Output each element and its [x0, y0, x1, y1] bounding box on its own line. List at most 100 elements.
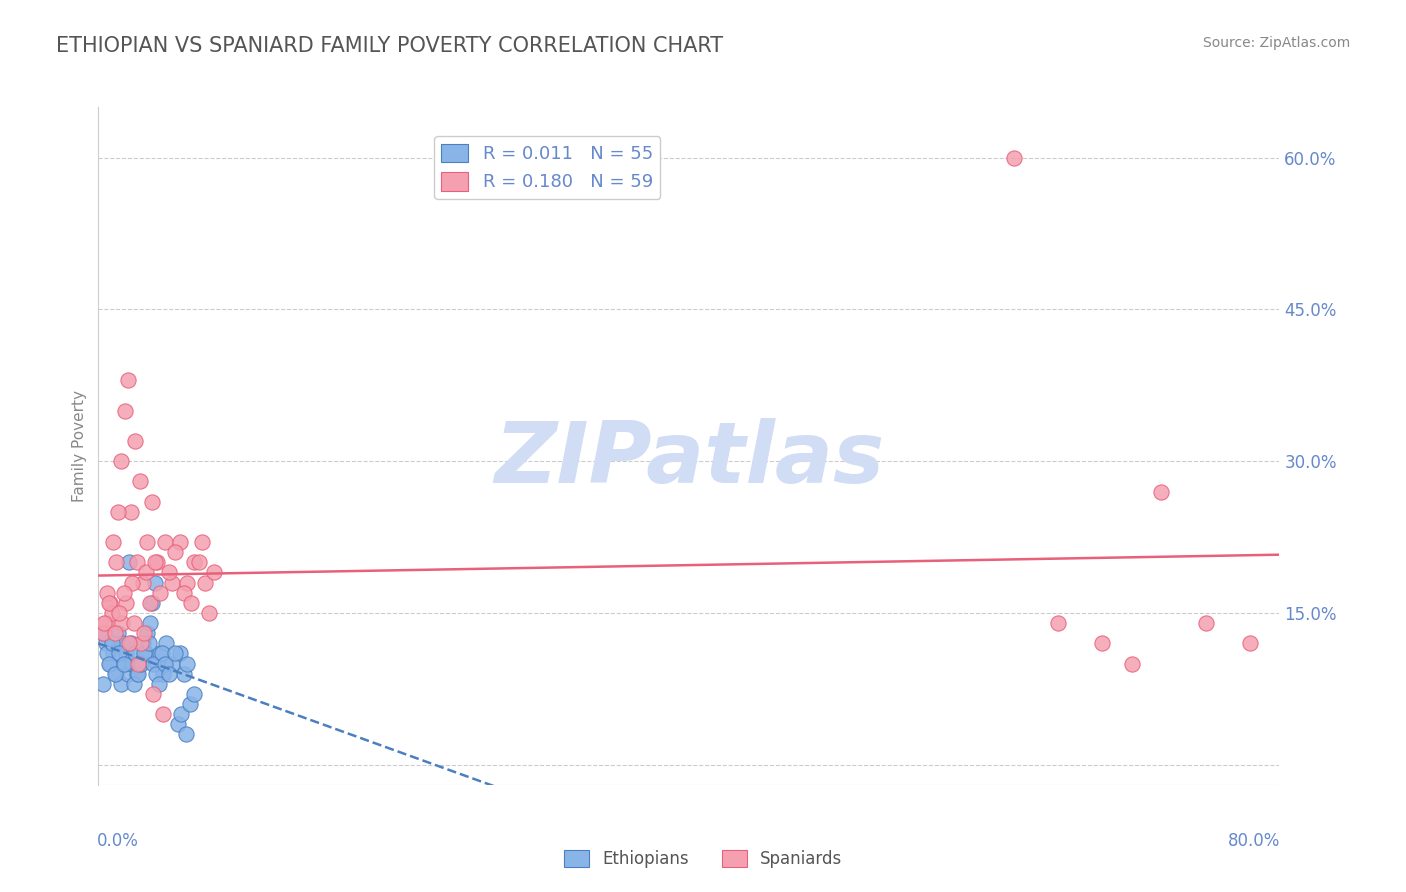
Point: [198, 606, 221, 620]
Point: [173, 585, 195, 599]
Point: [114, 403, 136, 417]
Text: 80.0%: 80.0%: [1229, 832, 1281, 850]
Point: [167, 717, 190, 731]
Point: [165, 545, 187, 559]
Point: [110, 454, 132, 468]
Point: [169, 647, 191, 661]
Point: [162, 657, 183, 671]
Point: [152, 666, 174, 681]
Point: [105, 666, 128, 681]
Point: [94, 616, 117, 631]
Point: [139, 596, 162, 610]
Point: [183, 687, 205, 701]
Point: [108, 647, 131, 661]
Point: [115, 647, 138, 661]
Point: [1046, 616, 1069, 631]
Point: [100, 636, 122, 650]
Point: [112, 585, 135, 599]
Point: [100, 606, 122, 620]
Point: [1150, 484, 1173, 499]
Point: [152, 707, 174, 722]
Point: [136, 626, 159, 640]
Point: [153, 535, 176, 549]
Point: [191, 535, 214, 549]
Point: [141, 494, 163, 508]
Point: [129, 657, 152, 671]
Point: [93, 616, 115, 631]
Point: [122, 616, 145, 631]
Point: [169, 535, 191, 549]
Point: [121, 575, 143, 590]
Point: [105, 555, 128, 569]
Point: [115, 596, 138, 610]
Point: [1002, 151, 1025, 165]
Point: [120, 505, 142, 519]
Point: [136, 535, 159, 549]
Point: [122, 677, 145, 691]
Point: [117, 373, 139, 387]
Y-axis label: Family Poverty: Family Poverty: [72, 390, 87, 502]
Point: [1121, 657, 1143, 671]
Point: [103, 535, 125, 549]
Point: [148, 677, 170, 691]
Point: [146, 657, 169, 671]
Point: [111, 636, 134, 650]
Point: [107, 626, 129, 640]
Point: [141, 596, 163, 610]
Point: [146, 555, 169, 569]
Point: [1091, 636, 1114, 650]
Point: [97, 596, 120, 610]
Point: [125, 666, 148, 681]
Point: [143, 575, 166, 590]
Point: [128, 475, 150, 489]
Point: [134, 626, 156, 640]
Point: [120, 636, 142, 650]
Point: [179, 697, 201, 711]
Point: [132, 636, 155, 650]
Point: [139, 616, 162, 631]
Point: [129, 636, 152, 650]
Point: [108, 606, 131, 620]
Point: [117, 666, 139, 681]
Text: 0.0%: 0.0%: [97, 832, 139, 850]
Point: [110, 677, 132, 691]
Point: [111, 616, 134, 631]
Point: [121, 657, 143, 671]
Point: [127, 657, 149, 671]
Point: [124, 434, 146, 448]
Text: Source: ZipAtlas.com: Source: ZipAtlas.com: [1202, 36, 1350, 50]
Point: [132, 575, 155, 590]
Point: [93, 626, 115, 640]
Point: [153, 657, 176, 671]
Point: [202, 566, 225, 580]
Point: [127, 666, 149, 681]
Point: [180, 596, 202, 610]
Point: [118, 555, 141, 569]
Point: [150, 647, 173, 661]
Point: [97, 657, 120, 671]
Point: [173, 666, 195, 681]
Point: [157, 666, 180, 681]
Point: [155, 636, 177, 650]
Point: [125, 555, 148, 569]
Point: [165, 647, 187, 661]
Point: [104, 626, 127, 640]
Point: [135, 566, 157, 580]
Text: ETHIOPIAN VS SPANIARD FAMILY POVERTY CORRELATION CHART: ETHIOPIAN VS SPANIARD FAMILY POVERTY COR…: [56, 36, 723, 55]
Point: [157, 566, 180, 580]
Point: [135, 647, 157, 661]
Point: [91, 626, 114, 640]
Point: [91, 677, 114, 691]
Point: [183, 555, 205, 569]
Point: [143, 555, 166, 569]
Text: ZIPatlas: ZIPatlas: [494, 418, 884, 501]
Point: [103, 647, 125, 661]
Point: [98, 657, 121, 671]
Point: [174, 727, 197, 741]
Point: [138, 636, 160, 650]
Point: [176, 657, 198, 671]
Point: [104, 666, 127, 681]
Legend: R = 0.011   N = 55, R = 0.180   N = 59: R = 0.011 N = 55, R = 0.180 N = 59: [434, 136, 661, 199]
Point: [112, 657, 135, 671]
Point: [187, 555, 209, 569]
